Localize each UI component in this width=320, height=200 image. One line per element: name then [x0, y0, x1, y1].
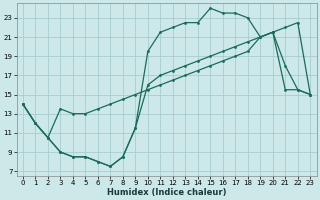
X-axis label: Humidex (Indice chaleur): Humidex (Indice chaleur): [107, 188, 226, 197]
